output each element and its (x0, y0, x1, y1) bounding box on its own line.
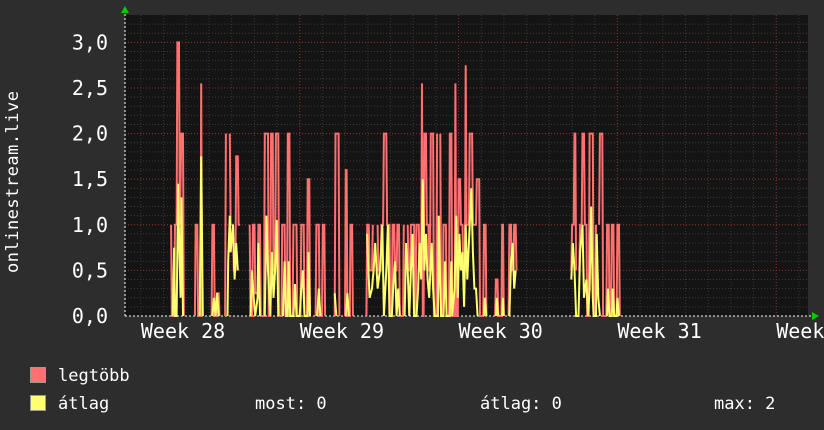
x-tick-label: Week 28 (141, 319, 225, 343)
y-tick-label: 2,5 (72, 76, 108, 100)
legend-swatch-avg (30, 395, 46, 411)
stat-max: max: 2 (714, 394, 776, 414)
legend-swatch-max (30, 367, 46, 383)
y-tick-label: 0,0 (72, 304, 108, 328)
y-tick-label: 2,0 (72, 122, 108, 146)
series-line-avg (171, 156, 620, 317)
y-tick-label: 1,5 (72, 167, 108, 191)
x-tick-label: Week 30 (459, 319, 543, 343)
stat-average: átlag: 0 (480, 394, 562, 414)
stat-now: most: 0 (255, 394, 327, 414)
legend-label-avg: átlag (58, 394, 110, 414)
chart-series (170, 41, 621, 317)
y-axis-label: onlinestream.live (3, 90, 23, 274)
y-tick-label: 1,0 (72, 213, 108, 237)
y-tick-label: 3,0 (72, 30, 108, 54)
x-axis-arrow-icon (812, 312, 819, 320)
x-tick-label: Week 32 (776, 319, 824, 343)
x-tick-label: Week 31 (617, 319, 701, 343)
y-tick-label: 0,5 (72, 258, 108, 282)
y-axis-arrow-icon (121, 6, 129, 13)
chart: 0,0 0,5 1,0 1,5 2,0 2,5 3,0 Week 28 Week 29 Week … (72, 6, 824, 343)
chart-tick-labels: 0,0 0,5 1,0 1,5 2,0 2,5 3,0 Week 28 Week 29 Week … (72, 30, 824, 343)
legend-label-max: legtöbb (58, 366, 130, 386)
chart-axes (121, 6, 819, 320)
x-tick-label: Week 29 (300, 319, 384, 343)
